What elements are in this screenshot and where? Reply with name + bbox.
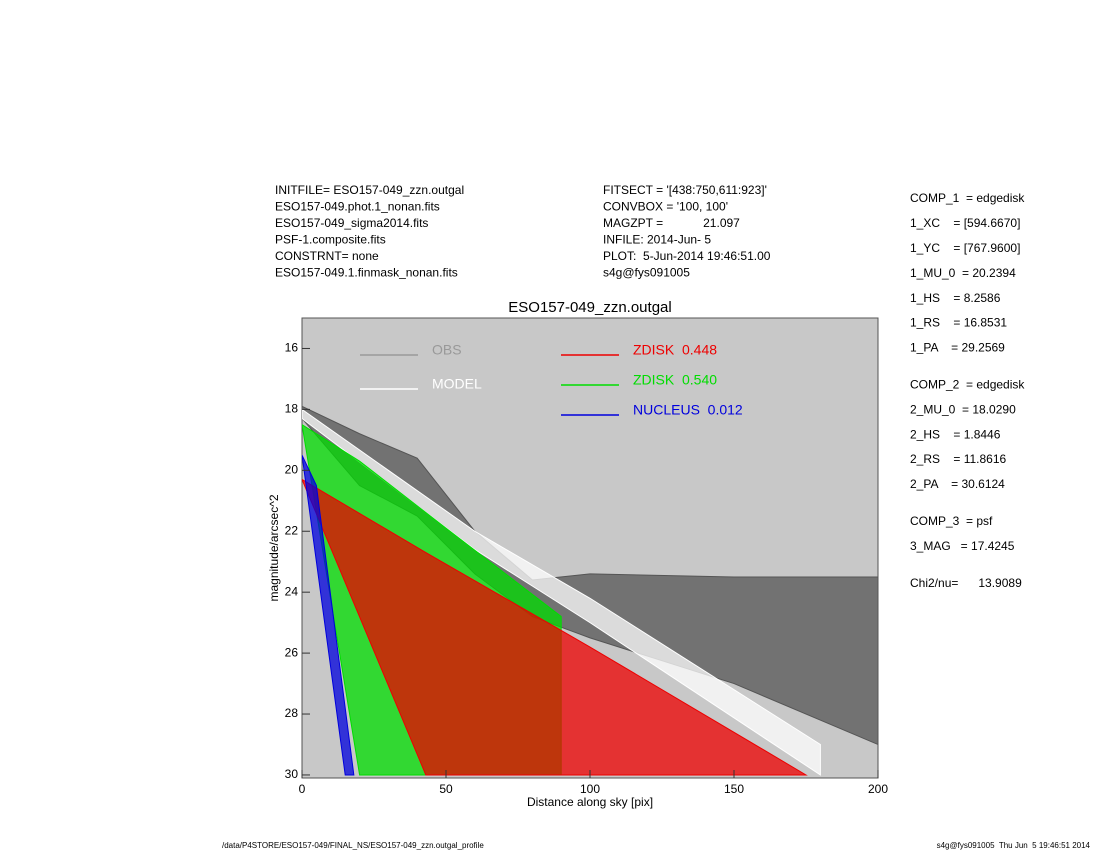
info-mid: PLOT: 5-Jun-2014 19:46:51.00 (603, 249, 771, 263)
y-tick-label: 22 (285, 523, 299, 537)
legend-label: OBS (432, 342, 462, 358)
param: COMP_1 = edgedisk (910, 191, 1025, 205)
param: 2_HS = 1.8446 (910, 427, 1001, 441)
info-left: CONSTRNT= none (275, 249, 379, 263)
param: 1_PA = 29.2569 (910, 341, 1005, 355)
point-cloud (302, 454, 355, 776)
param: Chi2/nu= 13.9089 (910, 576, 1022, 590)
param: 2_MU_0 = 18.0290 (910, 402, 1016, 416)
legend-label: NUCLEUS 0.012 (633, 402, 743, 418)
footer-right: s4g@fys091005 Thu Jun 5 19:46:51 2014 (937, 841, 1091, 850)
info-left: ESO157-049.1.finmask_nonan.fits (275, 266, 458, 280)
param: 2_PA = 30.6124 (910, 477, 1005, 491)
info-left: INITFILE= ESO157-049_zzn.outgal (275, 183, 464, 197)
y-tick-label: 18 (285, 402, 299, 416)
param: 2_RS = 11.8616 (910, 452, 1007, 466)
info-left: ESO157-049_sigma2014.fits (275, 216, 428, 230)
y-axis-label: magnitude/arcsec^2 (267, 494, 281, 601)
param: 1_HS = 8.2586 (910, 291, 1001, 305)
y-tick-label: 30 (285, 767, 299, 781)
param: 3_MAG = 17.4245 (910, 539, 1015, 553)
info-left: PSF-1.composite.fits (275, 233, 386, 247)
info-mid: INFILE: 2014-Jun- 5 (603, 233, 711, 247)
param: COMP_3 = psf (910, 514, 993, 528)
param: 1_MU_0 = 20.2394 (910, 266, 1016, 280)
x-tick-label: 50 (439, 782, 453, 796)
x-axis-label: Distance along sky [pix] (527, 795, 653, 809)
point-cloud (302, 478, 808, 776)
param: 1_YC = [767.9600] (910, 241, 1020, 255)
x-tick-label: 150 (724, 782, 744, 796)
info-left: ESO157-049.phot.1_nonan.fits (275, 200, 440, 214)
y-tick-label: 24 (285, 584, 299, 598)
legend-label: ZDISK 0.448 (633, 342, 717, 358)
footer-left: /data/P4STORE/ESO157-049/FINAL_NS/ESO157… (222, 841, 484, 850)
y-tick-label: 16 (285, 341, 299, 355)
legend-label: ZDISK 0.540 (633, 372, 717, 388)
info-mid: MAGZPT = 21.097 (603, 216, 740, 230)
x-tick-label: 0 (299, 782, 306, 796)
x-tick-label: 200 (868, 782, 888, 796)
legend-label: MODEL (432, 376, 482, 392)
info-mid: FITSECT = '[438:750,611:923]' (603, 183, 767, 197)
param: 1_XC = [594.6670] (910, 216, 1020, 230)
info-mid: CONVBOX = '100, 100' (603, 200, 728, 214)
x-tick-label: 100 (580, 782, 600, 796)
chart-title: ESO157-049_zzn.outgal (508, 299, 671, 316)
plot-marks (302, 405, 878, 776)
param: COMP_2 = edgedisk (910, 377, 1025, 391)
info-mid: s4g@fys091005 (603, 266, 690, 280)
param: 1_RS = 16.8531 (910, 316, 1007, 330)
y-tick-label: 20 (285, 462, 299, 476)
y-tick-label: 28 (285, 706, 299, 720)
y-tick-label: 26 (285, 645, 299, 659)
